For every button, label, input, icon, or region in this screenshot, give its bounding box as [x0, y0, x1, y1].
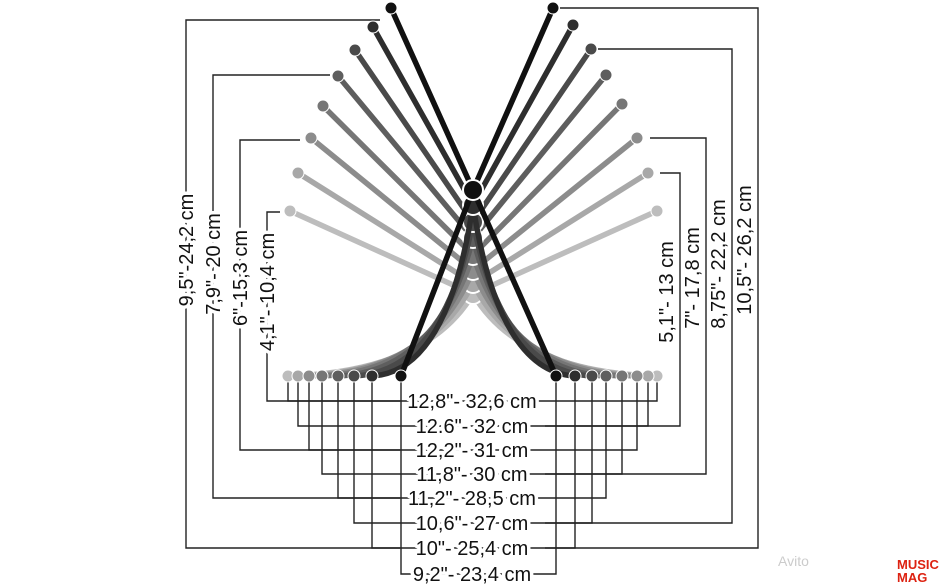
- blade-tip: [641, 166, 655, 180]
- blade-tip: [302, 369, 316, 383]
- dimension-line: [545, 172, 681, 427]
- blade-tip: [316, 99, 330, 113]
- size-label: 8,75"- 22,2 cm: [708, 199, 730, 328]
- blade-tip: [366, 20, 380, 34]
- dimension-line: [545, 48, 733, 524]
- blade-tip: [283, 204, 297, 218]
- blade: [388, 5, 559, 379]
- blade-tip: [566, 18, 580, 32]
- blade-tip: [394, 369, 408, 383]
- blade-tip: [304, 131, 318, 145]
- dimension-line: [371, 382, 576, 549]
- blade-tip: [546, 1, 560, 15]
- size-label: 12.6"- 32 cm: [416, 416, 529, 438]
- blade-tip: [347, 369, 361, 383]
- blade-tip: [365, 369, 379, 383]
- blade-tip: [331, 369, 345, 383]
- blade-tip: [584, 42, 598, 56]
- blade-tip: [599, 369, 613, 383]
- dimension-line: [545, 7, 759, 549]
- size-label: 10"- 25,4 cm: [416, 538, 529, 560]
- size-label: 10,5"- 26,2 cm: [734, 185, 756, 314]
- size-label: 9,2"- 23,4 cm: [413, 564, 531, 586]
- blade-tip: [549, 369, 563, 383]
- blade-tip: [291, 166, 305, 180]
- pivot: [462, 179, 484, 201]
- blade-tip: [291, 369, 305, 383]
- blade-tip: [568, 369, 582, 383]
- blade: [369, 22, 576, 379]
- blade-tip: [630, 369, 644, 383]
- watermark: Avito: [778, 553, 809, 569]
- dimension-line: [321, 382, 623, 475]
- dimension-line: [337, 382, 607, 499]
- blade-tip: [650, 204, 664, 218]
- logo-text: MAG: [897, 570, 927, 585]
- blade: [398, 5, 556, 379]
- blade-tip: [615, 97, 629, 111]
- dimension-line: [308, 382, 638, 451]
- blade-tip: [348, 43, 362, 57]
- size-label: 4,1"- 10,4 cm: [257, 233, 279, 351]
- logo-text: MUSIC: [897, 557, 940, 572]
- dimension-line: [297, 382, 649, 427]
- dimension-line: [400, 382, 557, 575]
- blade-tip: [331, 69, 345, 83]
- dimension-lines: [185, 7, 759, 575]
- dimension-line: [185, 19, 400, 549]
- size-label: 6"-15,3 cm: [230, 230, 252, 326]
- size-label: 12,2"- 31 cm: [416, 440, 529, 462]
- dimension-line: [266, 211, 400, 402]
- blade-tip: [315, 369, 329, 383]
- blade-tip: [630, 131, 644, 145]
- blade-tip: [599, 68, 613, 82]
- dimension-line: [545, 137, 707, 475]
- blade-tip: [641, 369, 655, 383]
- dimension-line: [212, 74, 400, 499]
- blade-tip: [615, 369, 629, 383]
- size-label: 9,5"-24,2 cm: [176, 194, 198, 307]
- size-label: 5,1"- 13 cm: [656, 241, 678, 343]
- scissors: [281, 1, 664, 383]
- size-label: 11,8"- 30 cm: [416, 464, 527, 486]
- dimension-line: [287, 382, 658, 402]
- size-label: 11,2"- 28,5 cm: [408, 488, 536, 510]
- dimension-line: [353, 382, 593, 524]
- size-label: 10,6"- 27 cm: [416, 513, 529, 535]
- blade-tip: [585, 369, 599, 383]
- blade-tip: [384, 1, 398, 15]
- size-label: 7"- 17,8 cm: [682, 227, 704, 329]
- dimension-line: [239, 139, 400, 451]
- size-label: 12,8"- 32,6 cm: [407, 391, 536, 413]
- size-label: 7,9"- 20 cm: [203, 213, 225, 315]
